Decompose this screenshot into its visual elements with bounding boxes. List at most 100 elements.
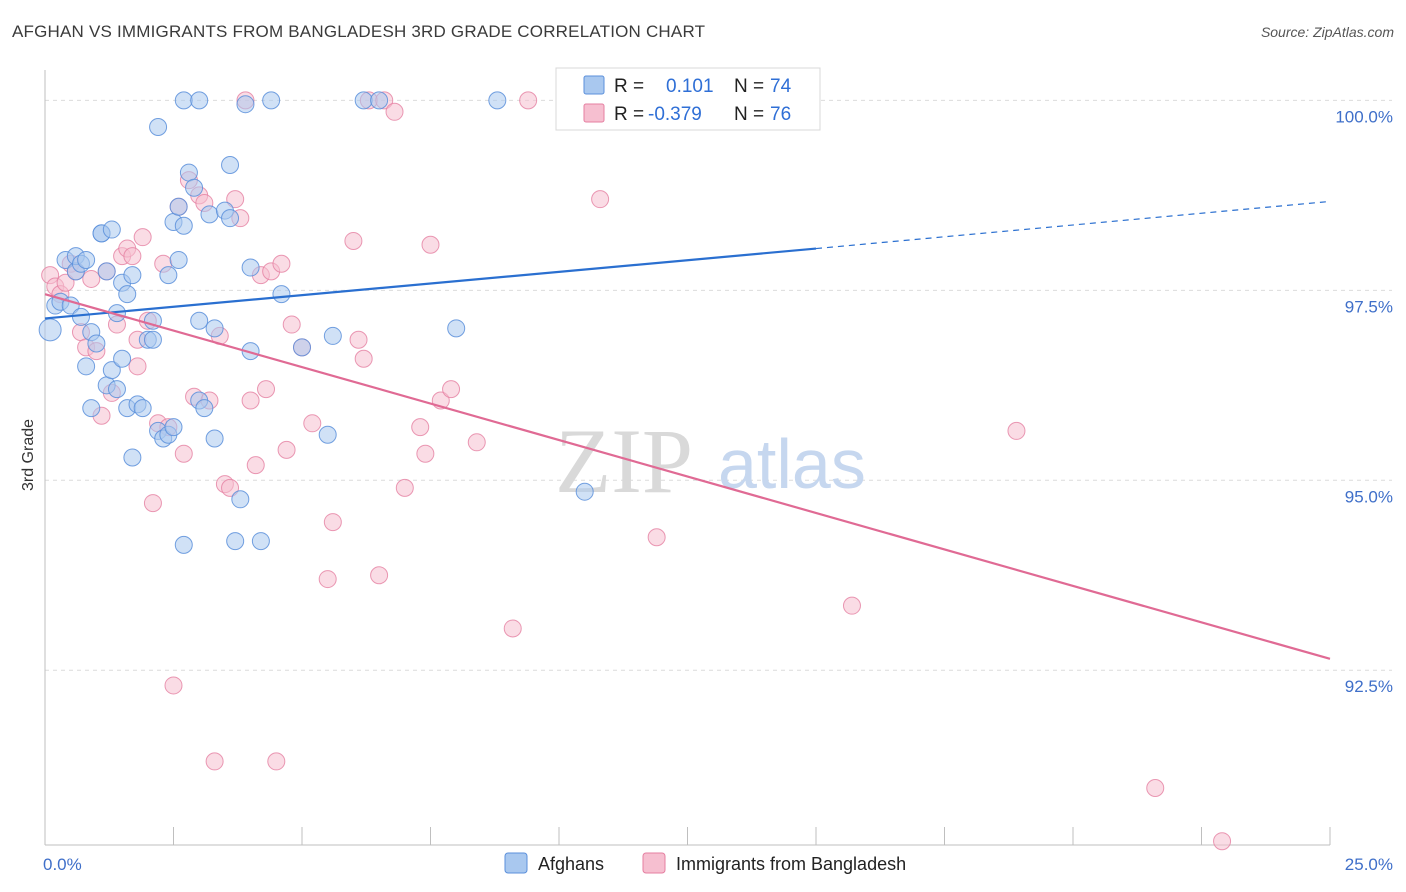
afghans-point-51 [200, 205, 219, 224]
bangladesh-point-62 [416, 444, 435, 463]
afghans-point-71 [488, 91, 507, 110]
bottom-legend: Afghans Immigrants from Bangladesh [504, 852, 906, 874]
bangladesh-point-71 [647, 528, 666, 547]
bangladesh-point-59 [385, 102, 404, 121]
legend: R = 0.101 N = 74 R = -0.379 N = 76 [555, 67, 821, 131]
y-tick-label-3: 100.0% [1335, 107, 1393, 126]
afghans-point-69 [370, 91, 389, 110]
afghans-point-24 [113, 349, 132, 368]
x-tick-label-1: 25.0% [1345, 855, 1393, 874]
bangladesh-point-47 [277, 440, 296, 459]
y-tick-label-2: 97.5% [1345, 297, 1393, 316]
afghans-trend-extension [815, 200, 1331, 250]
bangladesh-point-8 [82, 269, 101, 288]
afghans-point-58 [231, 490, 250, 509]
afghans-trend-line [44, 247, 817, 320]
bangladesh-point-21 [143, 494, 162, 513]
afghans-point-10 [77, 357, 96, 376]
afghans-point-33 [149, 117, 168, 136]
afghans-point-52 [205, 319, 224, 338]
legend-r-label-bangladesh: R = [614, 104, 644, 125]
bangladesh-point-33 [205, 752, 224, 771]
afghans-point-64 [272, 285, 291, 304]
bangladesh-point-55 [354, 349, 373, 368]
x-tick-label-0: 0.0% [43, 855, 82, 874]
bangladesh-point-57 [370, 566, 389, 585]
bangladesh-point-36 [221, 478, 240, 497]
legend-r-label-afghans: R = [614, 76, 644, 97]
afghans-point-68 [354, 91, 373, 110]
afghans-point-16 [97, 262, 116, 281]
bangladesh-point-40 [241, 391, 260, 410]
afghans-point-13 [82, 399, 101, 418]
bangladesh-point-61 [411, 418, 430, 437]
afghans-point-8 [38, 318, 62, 342]
bangladesh-point-67 [503, 619, 522, 638]
afghans-point-42 [174, 216, 193, 235]
legend-swatch-afghans [583, 75, 605, 95]
y-tick-label-1: 95.0% [1345, 487, 1393, 506]
bangladesh-point-17 [128, 357, 147, 376]
y-tick-labels: 92.5% 95.0% 97.5% 100.0% [1335, 107, 1393, 696]
bottom-legend-swatch-bangladesh [642, 852, 666, 874]
trend-lines [44, 200, 1331, 660]
afghans-point-41 [169, 197, 188, 216]
legend-n-value-bangladesh: 76 [770, 104, 791, 125]
legend-n-label-bangladesh: N = [734, 104, 764, 125]
bangladesh-point-50 [303, 414, 322, 433]
afghans-point-66 [323, 326, 342, 345]
watermark-atlas: atlas [718, 425, 866, 503]
bangladesh-point-19 [133, 228, 152, 247]
afghans-point-26 [123, 266, 142, 285]
bangladesh-point-65 [442, 380, 461, 399]
afghans-point-50 [195, 399, 214, 418]
bangladesh-point-52 [323, 513, 342, 532]
bangladesh-point-66 [467, 433, 486, 452]
afghans-point-57 [226, 532, 245, 551]
bangladesh-point-53 [344, 231, 363, 250]
bangladesh-point-70 [591, 190, 610, 209]
grid-lines [45, 99, 1392, 671]
source-label: Source: ZipAtlas.com [1260, 24, 1394, 40]
bangladesh-point-45 [267, 752, 286, 771]
afghans-point-37 [159, 266, 178, 285]
legend-n-value-afghans: 74 [770, 76, 792, 97]
legend-n-label-afghans: N = [734, 76, 764, 97]
afghans-point-23 [118, 285, 137, 304]
afghans-point-43 [174, 535, 193, 554]
bangladesh-point-63 [421, 235, 440, 254]
bangladesh-point-16 [123, 247, 142, 266]
afghans-point-40 [169, 250, 188, 269]
bangladesh-point-46 [272, 254, 291, 273]
afghans-point-31 [143, 330, 162, 349]
afghans-point-48 [190, 311, 209, 330]
bangladesh-point-37 [226, 190, 245, 209]
afghans-point-27 [123, 448, 142, 467]
bottom-legend-afghans: Afghans [538, 854, 604, 874]
bangladesh-trend-line [44, 293, 1331, 660]
afghans-point-59 [236, 95, 255, 114]
afghans-point-45 [185, 178, 204, 197]
afghans-point-7 [77, 250, 96, 269]
afghans-point-65 [293, 338, 311, 357]
afghans-point-55 [221, 155, 240, 174]
bangladesh-point-54 [349, 330, 368, 349]
bangladesh-point-68 [519, 91, 538, 110]
bangladesh-point-51 [318, 570, 337, 589]
bangladesh-point-73 [1007, 421, 1026, 440]
chart-title: AFGHAN VS IMMIGRANTS FROM BANGLADESH 3RD… [12, 22, 706, 41]
bangladesh-point-75 [1213, 832, 1232, 851]
legend-swatch-bangladesh [583, 103, 605, 123]
legend-r-value-afghans: 0.101 [666, 76, 714, 97]
afghans-point-9 [71, 307, 90, 326]
bangladesh-point-27 [174, 444, 193, 463]
axes [44, 70, 1331, 846]
afghans-point-39 [164, 418, 183, 437]
afghans-point-20 [107, 380, 126, 399]
afghans-point-67 [318, 425, 337, 444]
afghans-point-46 [174, 91, 193, 110]
bangladesh-point-48 [282, 315, 301, 334]
bangladesh-point-43 [257, 380, 276, 399]
afghans-point-47 [190, 91, 209, 110]
